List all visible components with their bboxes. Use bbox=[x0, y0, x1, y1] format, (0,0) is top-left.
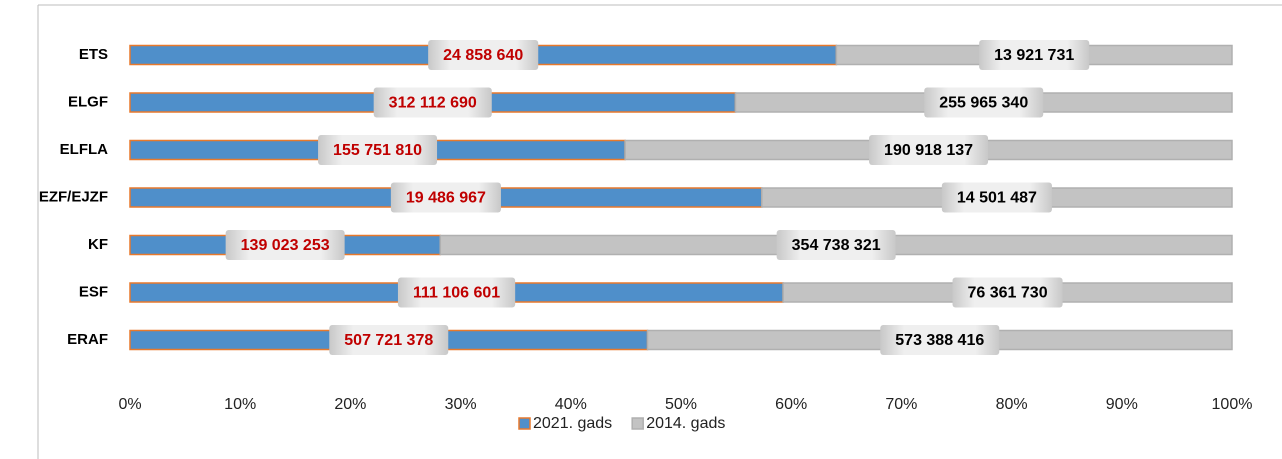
x-tick-label: 60% bbox=[775, 396, 807, 413]
data-label-box bbox=[329, 325, 449, 355]
data-label: 573 388 416 bbox=[895, 332, 984, 349]
data-label-box bbox=[941, 182, 1052, 213]
data-label: 24 858 640 bbox=[443, 47, 523, 64]
y-tick-label: ELFLA bbox=[60, 141, 108, 158]
x-tick-label: 20% bbox=[334, 396, 366, 413]
data-label: 354 738 321 bbox=[792, 237, 881, 254]
data-label: 13 921 731 bbox=[994, 47, 1074, 64]
legend-swatch bbox=[631, 417, 644, 430]
data-label: 255 965 340 bbox=[939, 95, 1028, 112]
data-label-box bbox=[318, 135, 438, 165]
legend-swatch bbox=[518, 417, 531, 430]
data-label: 155 751 810 bbox=[333, 142, 422, 159]
data-label: 76 361 730 bbox=[968, 285, 1048, 302]
data-label: 139 023 253 bbox=[241, 237, 330, 254]
x-tick-label: 50% bbox=[665, 396, 697, 413]
x-tick-label: 70% bbox=[885, 396, 917, 413]
data-label-box bbox=[880, 325, 1000, 355]
x-tick-label: 0% bbox=[118, 396, 141, 413]
y-tick-label: ELGF bbox=[68, 93, 108, 110]
x-tick-label: 90% bbox=[1106, 396, 1138, 413]
data-label-box bbox=[776, 230, 896, 260]
data-label: 312 112 690 bbox=[389, 95, 477, 112]
legend-label: 2014. gads bbox=[646, 415, 725, 432]
y-tick-label: ESF bbox=[79, 283, 108, 300]
data-label-box bbox=[428, 40, 539, 70]
data-label-box bbox=[390, 182, 501, 213]
y-tick-label: ETS bbox=[79, 46, 108, 63]
data-label: 507 721 378 bbox=[344, 332, 433, 349]
data-label: 111 106 601 bbox=[413, 285, 500, 302]
data-label-box bbox=[952, 277, 1063, 308]
data-label-box bbox=[225, 230, 345, 260]
y-tick-label: ERAF bbox=[67, 331, 108, 348]
data-label: 19 486 967 bbox=[406, 190, 486, 207]
x-tick-label: 100% bbox=[1212, 396, 1253, 413]
y-tick-label: KF bbox=[88, 236, 108, 253]
data-label-box bbox=[924, 87, 1044, 118]
data-label-box bbox=[869, 135, 989, 165]
y-tick-label: EZF/EJZF bbox=[39, 188, 108, 205]
x-tick-label: 80% bbox=[996, 396, 1028, 413]
data-label: 14 501 487 bbox=[957, 190, 1037, 207]
data-label-box bbox=[373, 87, 492, 118]
data-label-box bbox=[979, 40, 1090, 70]
x-tick-label: 30% bbox=[445, 396, 477, 413]
data-label: 190 918 137 bbox=[884, 142, 973, 159]
legend-label: 2021. gads bbox=[533, 415, 612, 432]
x-tick-label: 10% bbox=[224, 396, 256, 413]
data-label-box bbox=[397, 277, 516, 308]
x-tick-label: 40% bbox=[555, 396, 587, 413]
